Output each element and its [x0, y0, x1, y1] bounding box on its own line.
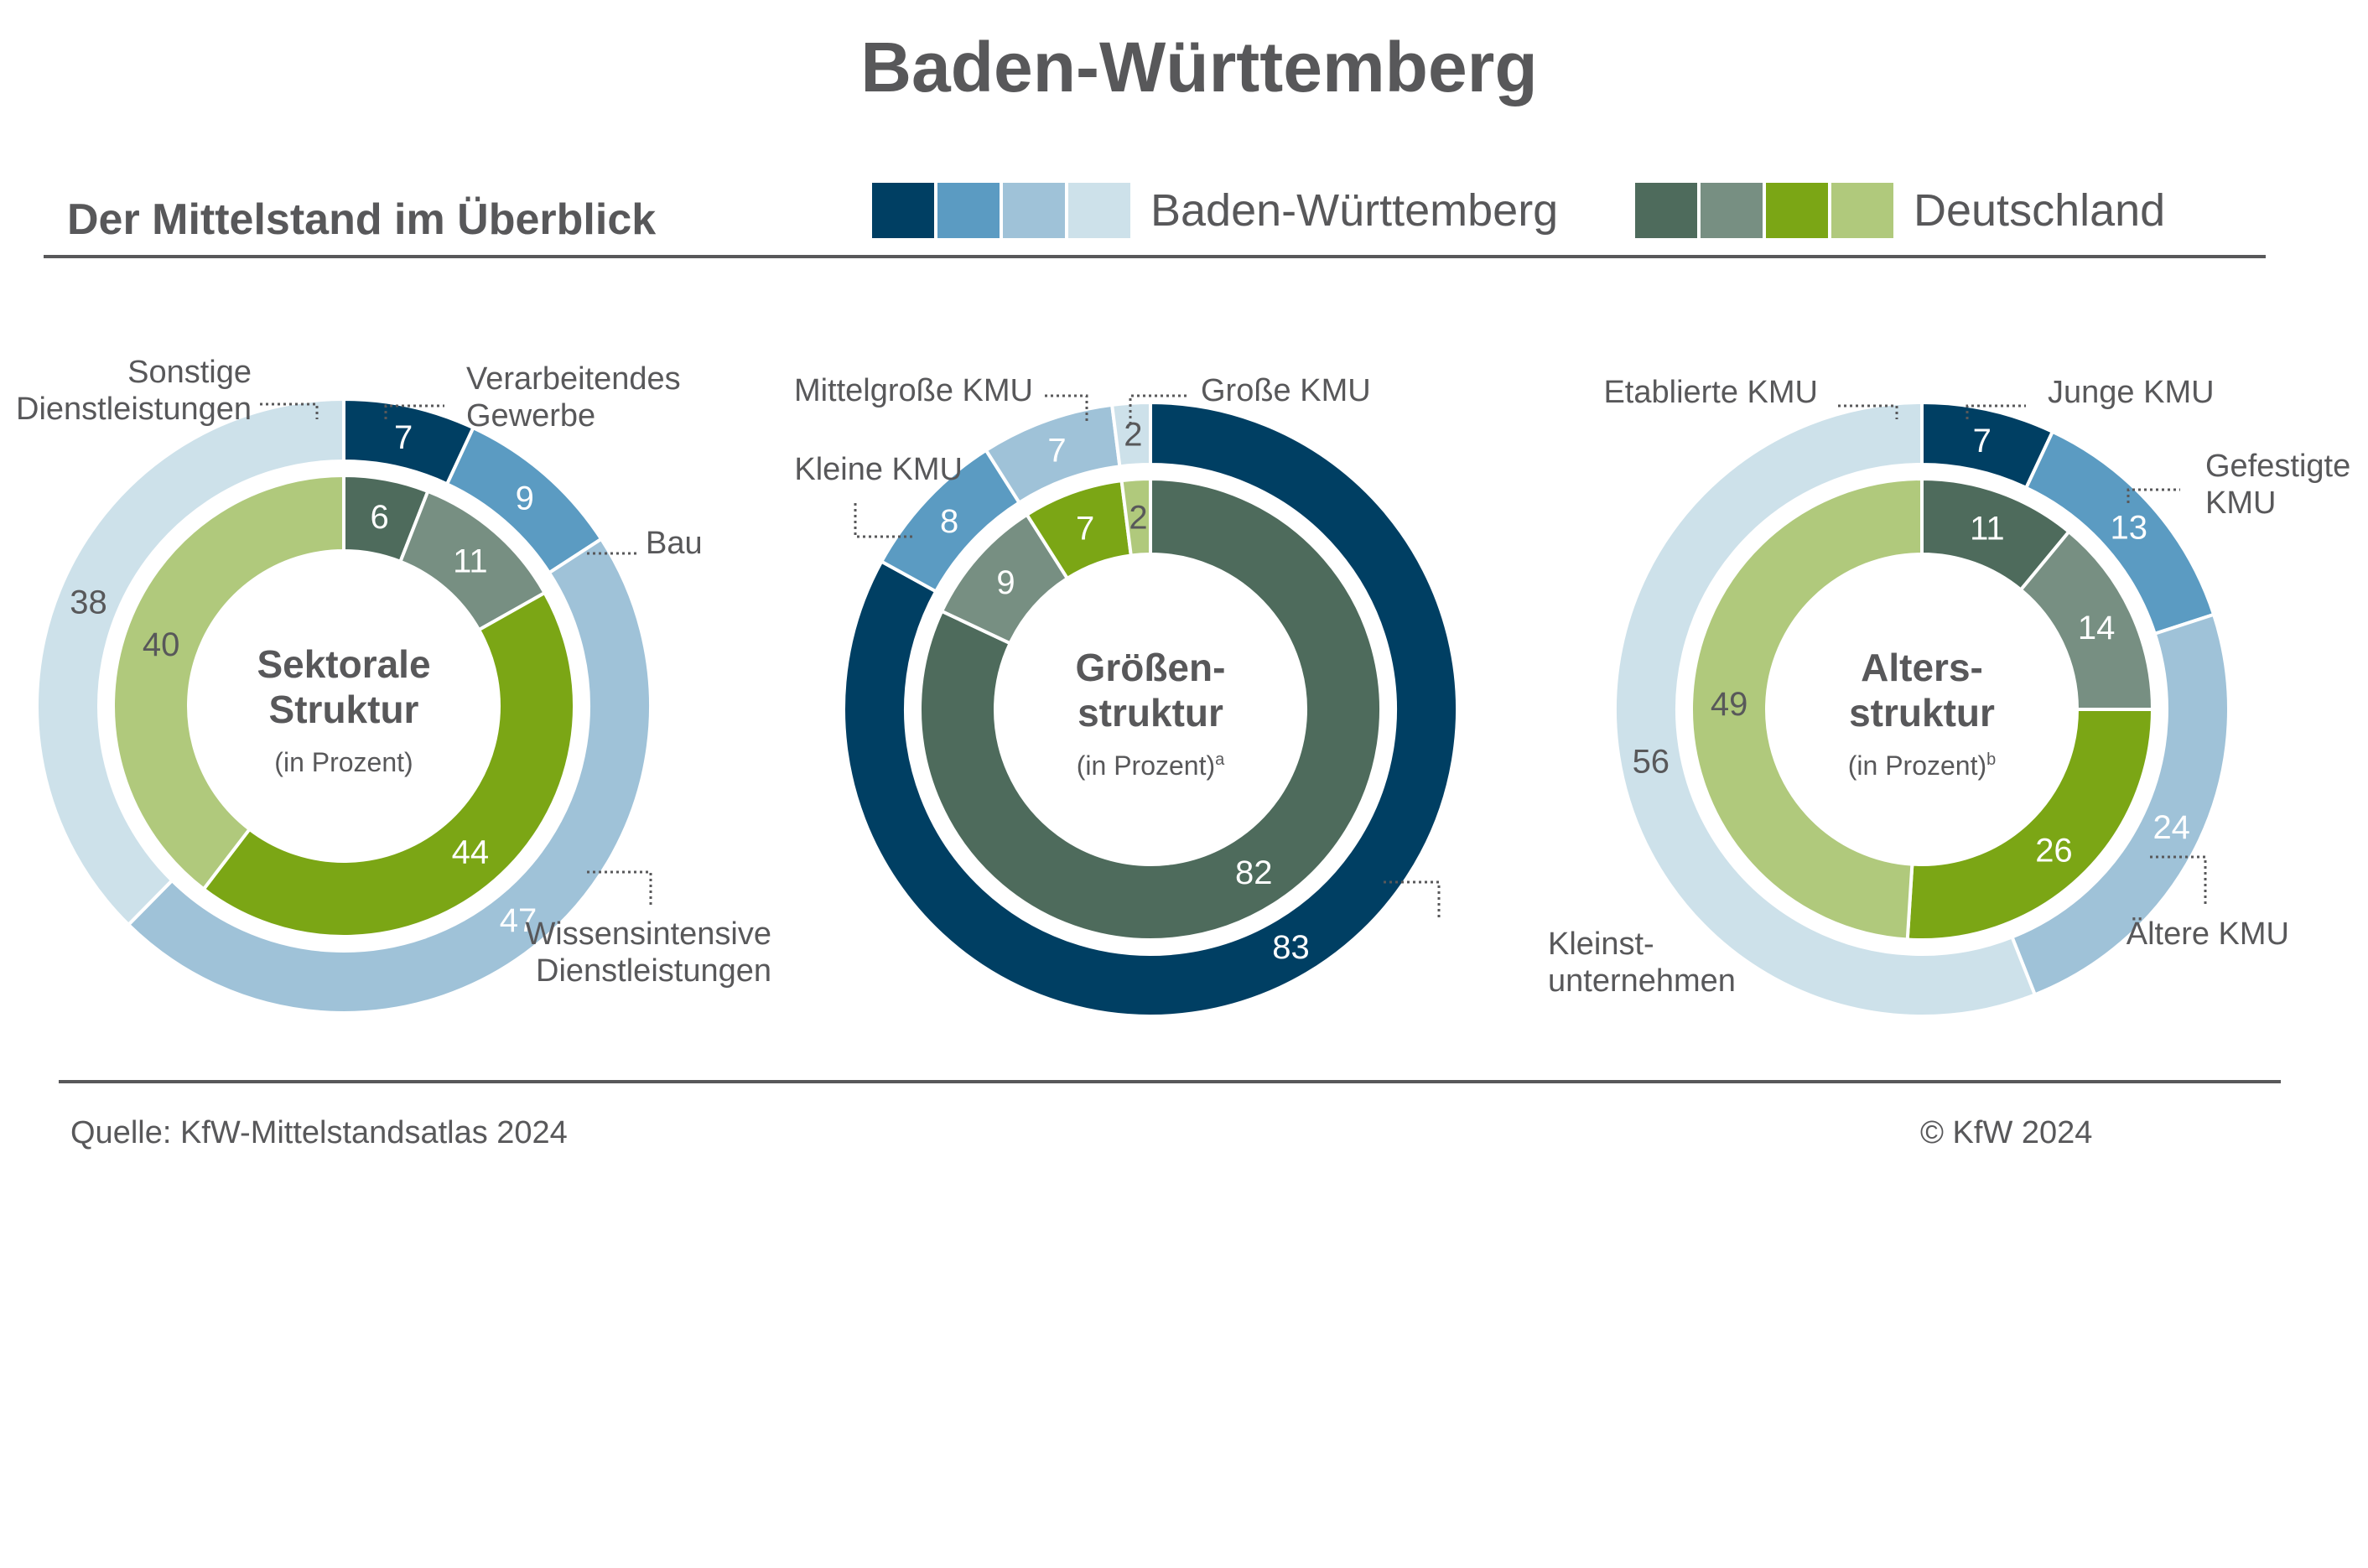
data-label: 49: [1711, 686, 1748, 723]
data-label: 2: [1124, 417, 1142, 454]
slice-inner-4: [1690, 476, 1924, 942]
category-label: KMU: [2205, 485, 2276, 521]
section-subtitle: Der Mittelstand im Überblick: [67, 195, 657, 244]
data-label: 7: [1076, 511, 1094, 548]
legend-label: Baden-Württemberg: [1150, 185, 1559, 236]
category-label: Große KMU: [1201, 373, 1371, 408]
footnote-marker: b: [1986, 750, 1996, 769]
data-label: 13: [2111, 509, 2148, 546]
category-label: Kleine KMU: [794, 452, 963, 487]
data-label: 38: [70, 584, 107, 620]
copyright-note: © KfW 2024: [1920, 1115, 2093, 1150]
leader-line: [2150, 855, 2207, 906]
category-label: Etablierte KMU: [1603, 375, 1818, 410]
legend-swatch: [872, 183, 934, 238]
chart-title-line: Größen-: [1076, 646, 1226, 689]
legend-baden-wuerttemberg: Baden-Württemberg: [872, 183, 1558, 238]
category-label: Gewerbe: [466, 398, 595, 434]
data-label: 14: [2078, 610, 2116, 646]
footer-divider: [59, 1080, 2281, 1083]
chart-title-line: Struktur: [269, 688, 419, 731]
data-label: 11: [1970, 511, 2005, 548]
data-label: 26: [2035, 833, 2073, 870]
data-label: 47: [500, 902, 537, 939]
data-label: 7: [1047, 432, 1066, 469]
slice-inner-4: [1119, 476, 1152, 558]
category-label: Junge KMU: [2048, 375, 2215, 410]
legend-swatch: [1831, 183, 1893, 238]
legend-swatch: [1068, 183, 1130, 238]
legend-swatch: [1003, 183, 1065, 238]
data-label: 2: [1129, 499, 1147, 536]
leader-line: [1045, 394, 1088, 424]
chart-unit-label: (in Prozent)a: [1077, 750, 1225, 781]
data-label: 9: [996, 564, 1015, 601]
data-label: 6: [371, 499, 389, 536]
category-label: Dienstleistungen: [536, 953, 771, 989]
leader-line: [1838, 404, 1898, 419]
chart-unit-label: (in Prozent)b: [1848, 750, 1997, 781]
data-label: 82: [1235, 854, 1273, 891]
data-label: 8: [940, 503, 958, 540]
legend-swatch: [1701, 183, 1763, 238]
legend-swatch: [937, 183, 1000, 238]
category-label: unternehmen: [1548, 963, 1736, 999]
slice-inner-3: [1905, 708, 2155, 942]
header-divider: [44, 255, 2266, 258]
legend-swatch: [1766, 183, 1828, 238]
category-label: Ältere KMU: [2127, 916, 2289, 952]
slice-inner-3: [201, 590, 576, 938]
legend-deutschland: Deutschland: [1635, 183, 2165, 238]
data-label: 56: [1633, 744, 1670, 781]
slice-outer-1: [842, 400, 1459, 1018]
category-label: Mittelgroße KMU: [794, 373, 1033, 408]
footnote-marker: a: [1215, 750, 1225, 769]
slice-inner-4: [112, 473, 345, 892]
category-label: Gefestigte: [2205, 449, 2350, 484]
data-label: 83: [1272, 929, 1310, 966]
slice-outer-4: [1613, 400, 2038, 1018]
chart-title-line: struktur: [1849, 691, 1995, 735]
slice-outer-3: [126, 537, 652, 1015]
category-label: Kleinst-: [1548, 927, 1654, 962]
slice-outer-4: [35, 397, 345, 927]
leader-line: [854, 503, 914, 538]
category-label: Wissensintensive: [525, 916, 771, 952]
legend-label: Deutschland: [1914, 185, 2166, 236]
leader-line: [1966, 404, 2026, 419]
slice-inner-1: [918, 476, 1383, 942]
data-label: 9: [516, 480, 534, 517]
chart-title-line: Alters-: [1861, 646, 1983, 689]
donut-chart-3: 7 13 24 56 11 14 26 49 Alters-struktur (in Prozen…: [1603, 375, 2350, 1018]
data-label: 24: [2152, 809, 2190, 846]
chart-title-line: struktur: [1078, 691, 1223, 735]
data-label: 7: [1973, 423, 1992, 459]
chart-unit-label: (in Prozent): [274, 747, 413, 777]
page-title: Baden-Württemberg: [860, 28, 1538, 106]
category-label: Sonstige: [127, 355, 252, 390]
source-note: Quelle: KfW-Mittelstandsatlas 2024: [70, 1115, 568, 1150]
legend-swatch: [1635, 183, 1697, 238]
leader-line: [260, 402, 319, 419]
data-label: 44: [452, 834, 490, 871]
chart-title-line: Sektorale: [257, 642, 430, 686]
leader-line: [2127, 488, 2180, 503]
leader-line: [1384, 880, 1441, 919]
category-label: Dienstleistungen: [16, 392, 252, 427]
slice-outer-4: [1109, 400, 1152, 469]
category-label: Bau: [646, 526, 703, 561]
leader-line: [384, 404, 444, 419]
category-label: Verarbeitendes: [466, 361, 681, 397]
data-label: 40: [143, 626, 180, 663]
data-label: 11: [453, 543, 488, 579]
data-label: 7: [394, 419, 413, 456]
